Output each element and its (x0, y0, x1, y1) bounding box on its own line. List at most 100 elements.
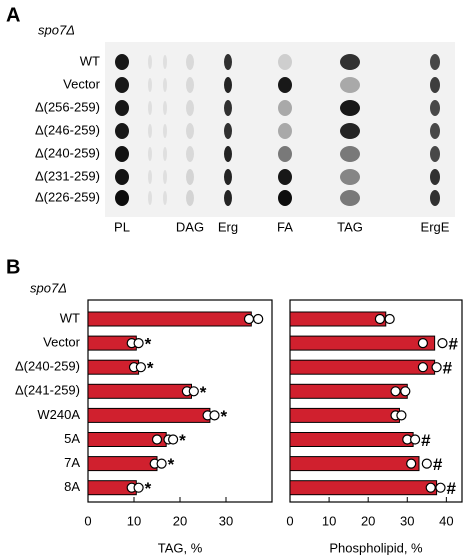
tlc-band (186, 100, 194, 116)
data-point (168, 434, 179, 445)
tlc-band (148, 101, 152, 115)
data-point (133, 338, 144, 349)
data-point (253, 313, 264, 325)
data-point (409, 434, 421, 445)
bar (289, 407, 400, 423)
row-label: Δ(240-259) (35, 145, 100, 160)
tlc-band (278, 77, 292, 93)
data-point (151, 434, 163, 445)
annotation: # (447, 479, 457, 498)
tlc-band (163, 55, 167, 69)
tlc-band (163, 124, 167, 138)
lane-label: PL (114, 219, 130, 234)
tlc-band (163, 101, 167, 115)
tlc-band (430, 146, 440, 162)
tlc-band (186, 123, 194, 139)
x-tick-label: 0 (84, 513, 91, 528)
tlc-band (163, 78, 167, 92)
tlc-band (278, 169, 292, 185)
tlc-band (340, 190, 360, 206)
tlc-band (186, 190, 194, 206)
annotation: # (443, 359, 453, 378)
annotation: * (200, 383, 207, 402)
strain-label: spo7Δ (38, 22, 75, 37)
x-tick-label: 10 (127, 513, 141, 528)
bar (289, 480, 438, 496)
tlc-band (340, 146, 360, 162)
tlc-band (430, 123, 440, 139)
tlc-band (224, 190, 232, 206)
tlc-band (430, 100, 440, 116)
data-point (209, 410, 220, 421)
tlc-band (278, 146, 292, 162)
tlc-band (148, 147, 152, 161)
plot-frame (87, 299, 273, 503)
tlc-band (340, 123, 360, 139)
tlc-band (278, 54, 292, 70)
data-point (374, 313, 386, 325)
category-label: 7A (64, 455, 80, 470)
data-point (396, 410, 407, 421)
plot-frame (289, 299, 463, 503)
tlc-band (224, 54, 232, 70)
category-label: 8A (64, 479, 80, 494)
data-point (243, 313, 255, 325)
tlc-band (224, 146, 232, 162)
tlc-band (430, 190, 440, 206)
row-label: WT (80, 53, 100, 68)
tlc-band (340, 100, 360, 116)
tlc-plate (105, 42, 455, 217)
data-point (390, 386, 401, 397)
data-point (417, 362, 429, 373)
tlc-band (115, 123, 129, 139)
tlc-band (430, 54, 440, 70)
tlc-band (278, 100, 292, 116)
strain-label: spo7Δ (30, 280, 67, 295)
bar (289, 432, 414, 447)
data-point (421, 458, 432, 469)
row-label: Δ(231-259) (35, 168, 100, 183)
tlc-band (148, 170, 152, 184)
bar (87, 311, 252, 327)
annotation: * (145, 335, 152, 354)
annotation: * (147, 359, 154, 378)
lane-label: ErgE (421, 219, 450, 234)
annotation: # (448, 335, 458, 354)
bar (289, 456, 420, 472)
bar (289, 383, 408, 399)
bar (87, 456, 158, 472)
tlc-band (163, 170, 167, 184)
lane-label: FA (277, 219, 293, 234)
bar (87, 383, 192, 399)
x-tick-label: 20 (173, 513, 187, 528)
data-point (417, 338, 429, 349)
lane-label: Erg (218, 219, 238, 234)
tlc-band (224, 100, 232, 116)
x-axis-title: Phospholipid, % (329, 540, 423, 555)
data-point (135, 362, 146, 373)
row-label: Δ(226-259) (35, 189, 100, 204)
tlc-band (115, 100, 129, 116)
x-tick-label: 20 (361, 513, 375, 528)
lane-label: TAG (337, 219, 363, 234)
tlc-band (430, 77, 440, 93)
bar (289, 311, 387, 327)
tlc-band (115, 146, 129, 162)
annotation: # (433, 455, 443, 474)
data-point (437, 338, 448, 349)
tlc-band (115, 77, 129, 93)
annotation: * (179, 431, 186, 450)
x-tick-label: 10 (322, 513, 336, 528)
panel-letter: B (6, 256, 20, 278)
annotation: # (421, 431, 431, 450)
x-tick-label: 30 (219, 513, 233, 528)
tlc-band (224, 77, 232, 93)
tlc-band (115, 54, 129, 70)
tlc-band (186, 169, 194, 185)
tlc-band (148, 124, 152, 138)
data-point (188, 386, 199, 397)
row-label: Vector (63, 76, 101, 91)
data-point (156, 458, 167, 469)
data-point (435, 482, 446, 493)
